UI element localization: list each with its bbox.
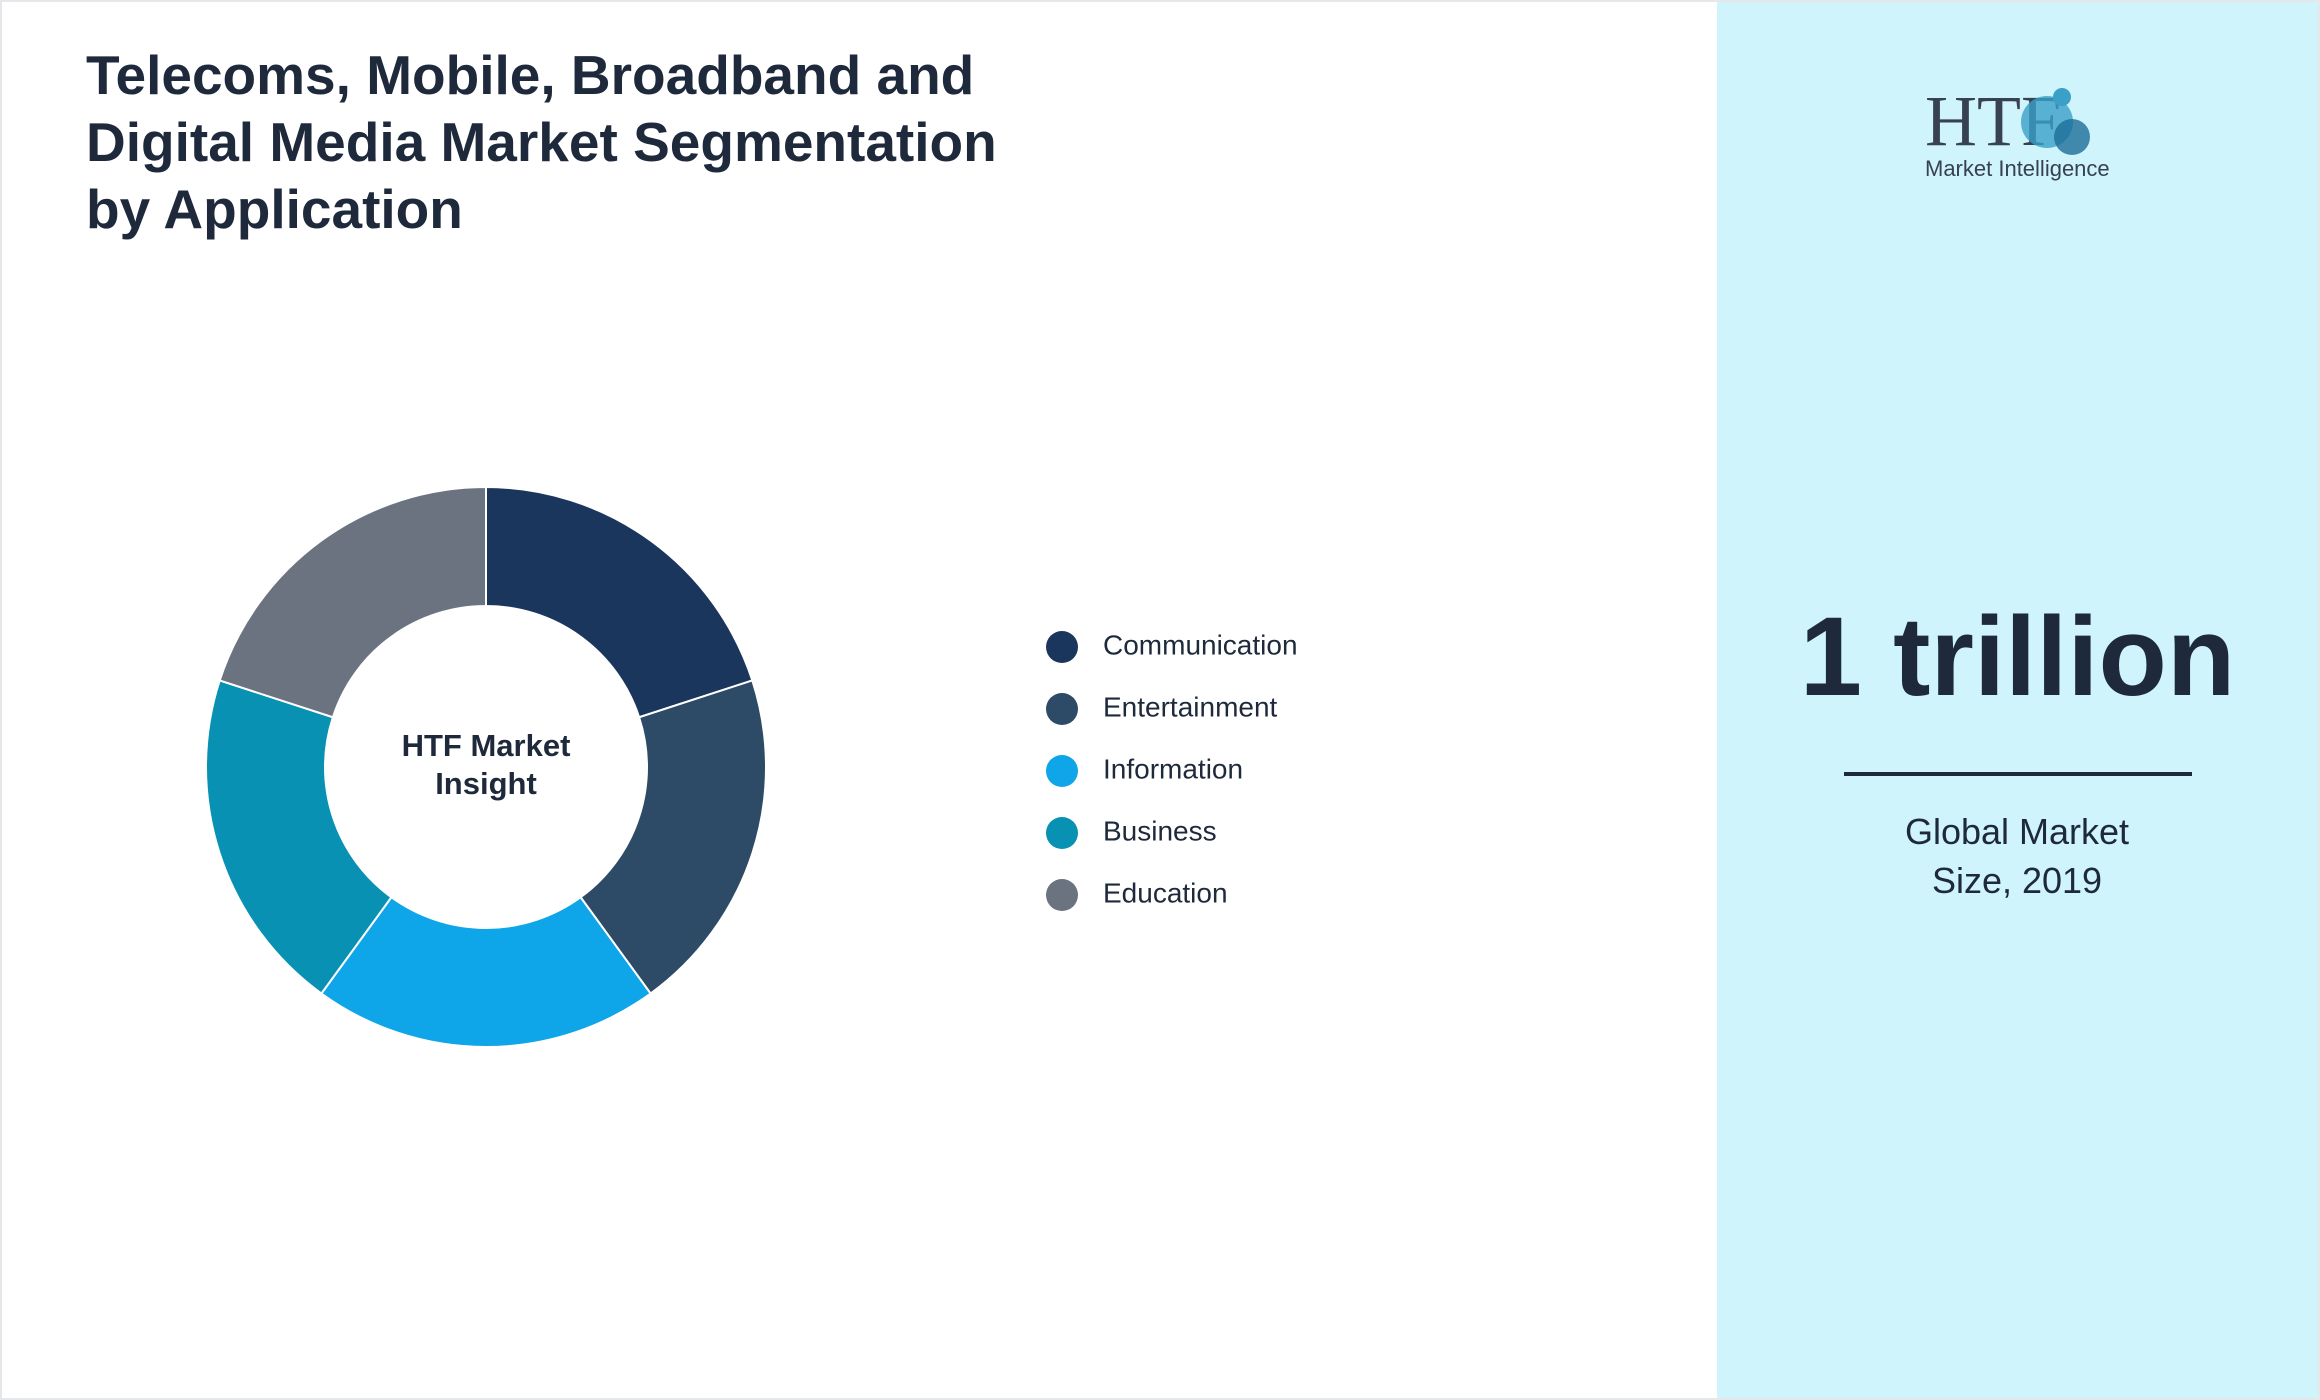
legend-label: Education <box>1103 877 1228 908</box>
legend-label: Entertainment <box>1103 691 1278 722</box>
donut-slice <box>485 485 754 719</box>
center-label: HTF Market <box>402 728 571 763</box>
legend-marker <box>1046 631 1078 663</box>
legend-label: Business <box>1103 815 1217 846</box>
legend-marker <box>1046 879 1078 911</box>
logo-text: Market Intelligence <box>1925 156 2110 181</box>
donut-slice <box>218 485 487 719</box>
divider <box>1844 772 2192 776</box>
donut-slice <box>205 679 393 995</box>
side-panel: HTF Market Intelligence 1 trillion Globa… <box>1717 2 2318 1398</box>
headline: 1 trillion <box>1799 594 2236 719</box>
legend-marker <box>1046 693 1078 725</box>
center-label: Insight <box>435 766 537 801</box>
legend-label: Information <box>1103 753 1243 784</box>
chart-title: Telecoms, Mobile, Broadband and Digital … <box>86 44 997 240</box>
donut-slice <box>579 679 767 995</box>
donut-slice <box>320 895 652 1049</box>
logo-icon <box>2021 88 2090 155</box>
caption: Global Market Size, 2019 <box>1904 811 2130 901</box>
legend-label: Communication <box>1103 629 1298 660</box>
legend-marker <box>1046 817 1078 849</box>
legend-marker <box>1046 755 1078 787</box>
